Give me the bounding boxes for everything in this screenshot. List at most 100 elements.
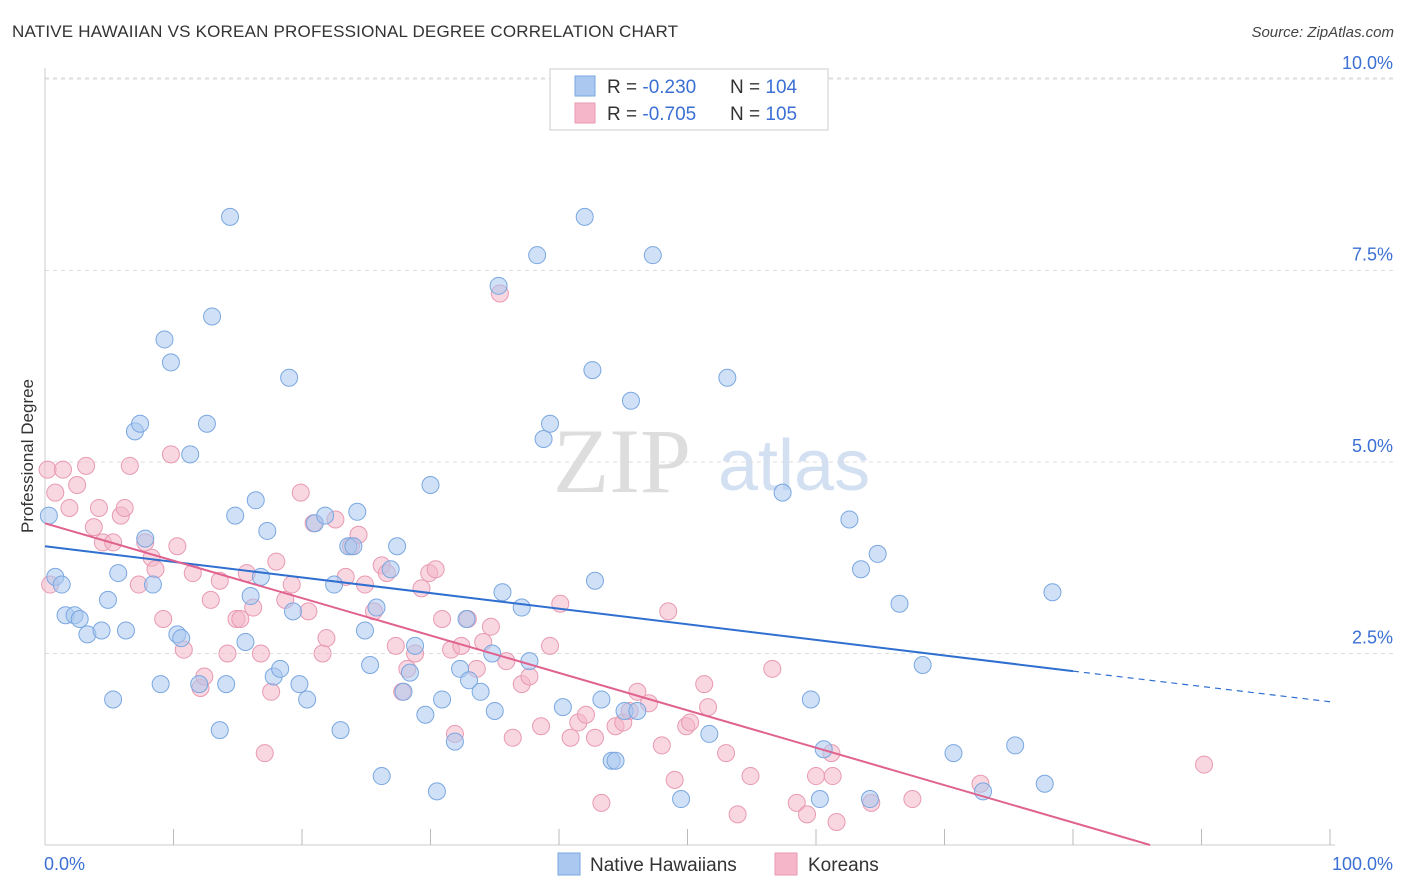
native-hawaiian-point xyxy=(221,207,240,226)
korean-point xyxy=(251,644,270,663)
native-hawaiian-point xyxy=(541,414,560,433)
native-hawaiian-point xyxy=(258,521,277,540)
native-hawaiian-point xyxy=(868,544,887,563)
stats-swatch-blue xyxy=(574,75,596,97)
source-credit: Source: ZipAtlas.com xyxy=(1251,24,1394,41)
native-hawaiian-point xyxy=(801,690,820,709)
korean-point xyxy=(161,445,180,464)
korean-point xyxy=(1195,755,1214,774)
native-hawaiian-point xyxy=(109,564,128,583)
native-hawaiian-point xyxy=(421,475,440,494)
korean-point xyxy=(827,813,846,832)
legend-swatch-koreans[interactable] xyxy=(774,852,798,876)
korean-point xyxy=(168,537,187,556)
legend-swatch-native-hawaiians[interactable] xyxy=(557,852,581,876)
native-hawaiian-point xyxy=(406,636,425,655)
legend-label-koreans[interactable]: Koreans xyxy=(808,855,879,876)
native-hawaiian-point xyxy=(70,610,89,629)
native-hawaiian-point xyxy=(388,537,407,556)
native-hawaiian-point xyxy=(92,621,111,640)
korean-point xyxy=(717,744,736,763)
native-hawaiian-point xyxy=(672,790,691,809)
korean-point xyxy=(520,667,539,686)
korean-point xyxy=(262,682,281,701)
native-hawaiian-point xyxy=(331,721,350,740)
korean-point xyxy=(798,805,817,824)
native-hawaiian-point xyxy=(489,276,508,295)
x-tick-label-max: 100.0% xyxy=(1332,854,1393,874)
korean-point xyxy=(299,602,318,621)
korean-point xyxy=(255,744,274,763)
native-hawaiian-point xyxy=(585,571,604,590)
native-hawaiian-point xyxy=(226,506,245,525)
native-hawaiian-point xyxy=(433,690,452,709)
native-hawaiian-point xyxy=(217,675,236,694)
y-tick-label: 2.5% xyxy=(1352,628,1393,648)
native-hawaiian-point xyxy=(718,368,737,387)
native-hawaiian-point xyxy=(203,307,222,326)
korean-point xyxy=(576,705,595,724)
native-hawaiian-point xyxy=(316,506,335,525)
x-tick-label-min: 0.0% xyxy=(44,854,85,874)
native-hawaiian-point xyxy=(271,659,290,678)
korean-point xyxy=(412,579,431,598)
korean-point xyxy=(201,590,220,609)
native-hawaiian-point xyxy=(361,655,380,674)
native-hawaiian-point xyxy=(575,207,594,226)
native-hawaiian-points xyxy=(39,207,1062,809)
native-hawaiian-trend-line xyxy=(44,545,1074,673)
native-hawaiian-point xyxy=(700,724,719,743)
native-hawaiian-point xyxy=(840,510,859,529)
stats-n-label: N = xyxy=(730,77,765,98)
stats-n-label: N = xyxy=(730,104,765,125)
korean-point xyxy=(741,767,760,786)
legend-label-native-hawaiians[interactable]: Native Hawaiians xyxy=(590,855,737,876)
native-hawaiian-point xyxy=(583,361,602,380)
korean-point xyxy=(146,560,165,579)
korean-point xyxy=(38,460,57,479)
native-hawaiian-point xyxy=(553,698,572,717)
native-hawaiian-point xyxy=(592,690,611,709)
native-hawaiian-point xyxy=(236,633,255,652)
series-legend: Native Hawaiians Koreans xyxy=(557,852,879,876)
native-hawaiian-point xyxy=(416,705,435,724)
stats-swatch-pink xyxy=(574,102,596,124)
native-hawaiian-point xyxy=(427,782,446,801)
native-hawaiian-point xyxy=(528,246,547,265)
native-hawaiian-point xyxy=(381,560,400,579)
stats-legend: R = -0.230 N = 104 R = -0.705 N = 105 xyxy=(549,68,829,131)
native-hawaiian-point xyxy=(280,368,299,387)
native-hawaiian-point xyxy=(1043,583,1062,602)
korean-point xyxy=(561,728,580,747)
native-hawaiian-point xyxy=(172,629,191,648)
korean-point xyxy=(120,456,139,475)
native-hawaiian-point xyxy=(348,502,367,521)
stats-r-value: -0.705 xyxy=(642,104,696,125)
trend-lines xyxy=(44,522,1331,846)
korean-point xyxy=(592,793,611,812)
native-hawaiian-point xyxy=(534,430,553,449)
native-hawaiian-point xyxy=(155,330,174,349)
native-hawaiian-point xyxy=(851,560,870,579)
korean-point xyxy=(665,770,684,789)
native-hawaiian-point xyxy=(643,246,662,265)
korean-point xyxy=(46,483,65,502)
native-hawaiian-point xyxy=(210,721,229,740)
native-hawaiian-point xyxy=(860,790,879,809)
native-hawaiian-point xyxy=(471,682,490,701)
korean-point xyxy=(659,602,678,621)
korean-points xyxy=(38,284,1214,832)
stats-r-label: R = xyxy=(607,104,642,125)
korean-point xyxy=(267,552,286,571)
native-hawaiian-point xyxy=(131,414,150,433)
native-hawaiian-point xyxy=(1006,736,1025,755)
native-hawaiian-point xyxy=(394,682,413,701)
korean-point xyxy=(115,498,134,517)
native-hawaiian-point xyxy=(810,790,829,809)
native-hawaiian-point xyxy=(98,590,117,609)
y-tick-label: 5.0% xyxy=(1352,436,1393,456)
stats-n-value: 104 xyxy=(765,77,797,98)
watermark-atlas: atlas xyxy=(718,426,870,506)
native-hawaiian-point xyxy=(367,598,386,617)
y-tick-labels: 2.5% 5.0% 7.5% 10.0% xyxy=(1342,53,1393,648)
